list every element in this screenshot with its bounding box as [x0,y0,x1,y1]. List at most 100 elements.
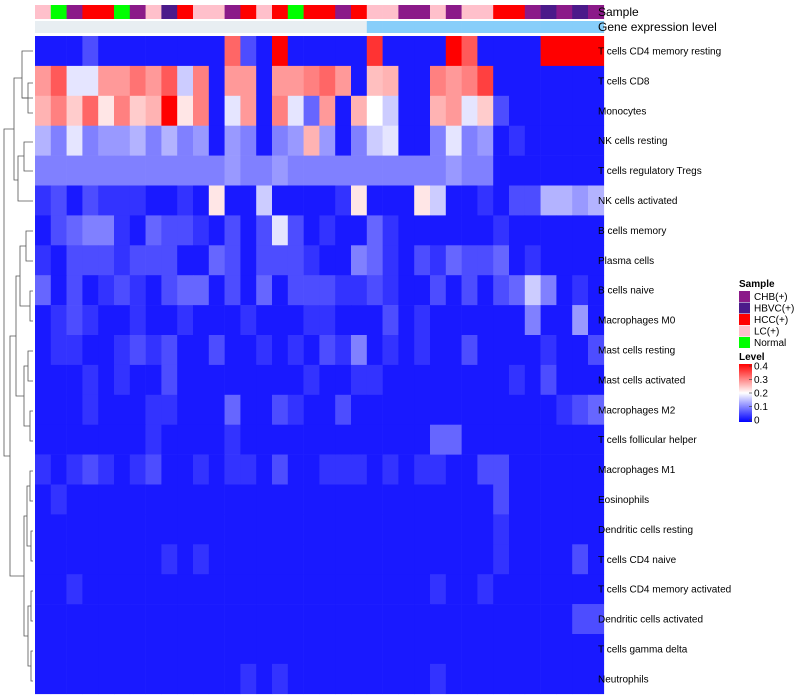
heatmap-cell [540,634,557,665]
heatmap-cell [145,155,162,186]
heatmap-cell [509,36,526,67]
heatmap-cell [524,424,541,455]
heatmap-cell [66,394,83,425]
heatmap-cell [335,364,352,396]
heatmap-cell [193,245,210,276]
heatmap-cell [461,335,478,366]
heatmap-cell [272,604,289,635]
heatmap-cell [256,155,273,186]
heatmap-cell [319,65,336,97]
heatmap-cell [66,125,83,156]
heatmap-cell [145,604,162,635]
heatmap-cell [509,424,526,455]
sample-annotation-cell [177,5,194,19]
heatmap-cell [509,215,526,246]
heatmap-cell [556,215,573,246]
heatmap-cell [524,544,541,575]
expression-annotation-cell [430,21,447,33]
level-colorbar [739,364,752,422]
heatmap-cell [177,663,194,695]
heatmap-cell [35,484,52,515]
heatmap-cell [477,424,494,455]
heatmap-cell [461,394,478,425]
heatmap-cell [240,424,257,455]
heatmap-cell [509,65,526,97]
heatmap-cell [398,36,415,67]
heatmap-cell [588,663,605,695]
heatmap-cell [509,634,526,665]
expression-annotation-cell [335,21,352,33]
heatmap-cell [319,604,336,635]
heatmap-cell [414,125,431,156]
heatmap-cell [303,574,320,605]
heatmap-cell [35,275,52,306]
heatmap-cell [129,335,146,366]
heatmap-cell [66,604,83,635]
heatmap-cell [351,364,368,396]
heatmap-cell [129,634,146,665]
heatmap-cell [256,125,273,156]
heatmap-cell [240,484,257,515]
heatmap-cell [208,634,225,665]
heatmap-cell [414,245,431,276]
heatmap-cell [461,215,478,246]
heatmap-cell [208,663,225,695]
heatmap-cell [66,305,83,336]
heatmap-cell [351,663,368,695]
heatmap-cell [177,634,194,665]
heatmap-cell [509,185,526,216]
row-label: Plasma cells [598,256,654,267]
heatmap-cell [366,663,383,695]
heatmap-cell [398,634,415,665]
heatmap-cell [335,544,352,575]
heatmap-cell [208,394,225,425]
heatmap-cell [98,275,115,306]
heatmap-cell [303,95,320,126]
heatmap-cell [145,634,162,665]
heatmap-cell [335,514,352,545]
level-legend: Level 0.4 0.3 0.2 0.1 0 [739,352,768,427]
heatmap-cell [114,574,131,605]
heatmap-cell [414,95,431,126]
heatmap-cell [98,335,115,366]
heatmap-cell [477,574,494,605]
heatmap-cell [382,245,399,276]
heatmap-cell [240,634,257,665]
heatmap-cell [556,424,573,455]
level-tick-label: 0 [754,416,760,427]
sample-annotation-cell [430,5,447,19]
heatmap-cell [161,454,178,485]
heatmap-cell [588,65,605,97]
heatmap-cell [208,544,225,575]
heatmap-cell [461,514,478,545]
heatmap-cell [461,424,478,455]
heatmap-cell [382,574,399,605]
heatmap-cell [50,394,67,425]
heatmap-cell [66,65,83,97]
heatmap-cell [177,364,194,396]
heatmap-cell [240,574,257,605]
heatmap-cell [35,305,52,336]
heatmap-cell [208,155,225,186]
heatmap-cell [256,95,273,126]
heatmap-cell [524,364,541,396]
heatmap-cell [319,454,336,485]
heatmap-cell [114,484,131,515]
heatmap-cell [50,95,67,126]
heatmap-cell [145,364,162,396]
heatmap-cell [145,95,162,126]
heatmap-cell [208,245,225,276]
heatmap-cell [272,185,289,216]
heatmap-cell [193,95,210,126]
heatmap-cell [129,36,146,67]
heatmap-cell [272,65,289,97]
sample-annotation-cell [256,5,273,19]
heatmap-cell [145,275,162,306]
heatmap-cell [35,65,52,97]
heatmap-cell [366,424,383,455]
heatmap-cell [129,394,146,425]
row-label: NK cells activated [598,196,677,207]
heatmap-cell [398,215,415,246]
heatmap-cell [509,484,526,515]
